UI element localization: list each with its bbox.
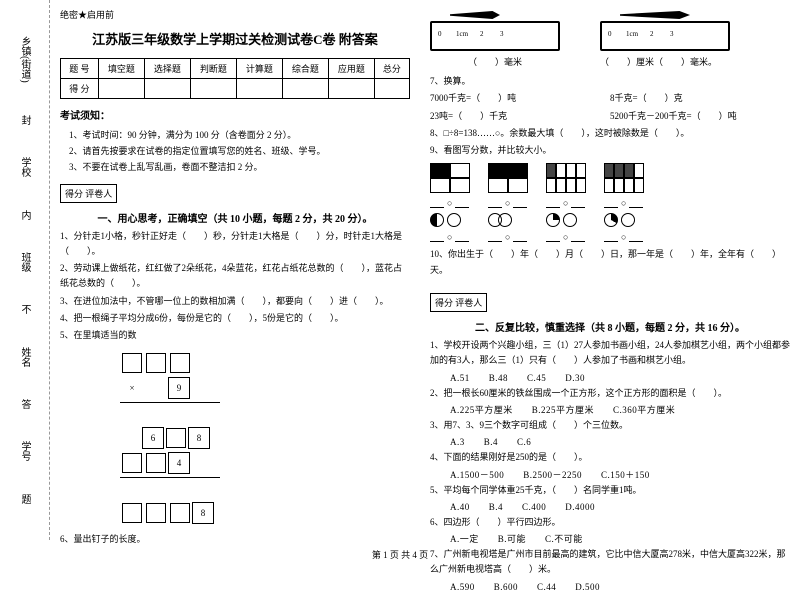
side-no: 不 bbox=[17, 299, 32, 319]
ruler-row: 0 1cm 2 3 （ ）毫米 0 1cm 2 3 （ ）厘米（ ）毫米。 bbox=[430, 8, 790, 68]
th-fill: 填空题 bbox=[98, 59, 144, 79]
section-1-title: 一、用心思考，正确填空（共 10 小题，每题 2 分，共 20 分）。 bbox=[60, 210, 410, 225]
q1-1: 1、分针走1小格，秒针正好走（ ）秒，分针走1大格是（ ）分，时针走1大格是（ … bbox=[60, 229, 410, 260]
circle-shapes bbox=[430, 213, 790, 227]
side-school: 学校 bbox=[17, 152, 32, 182]
th-num: 题 号 bbox=[61, 59, 99, 79]
q2-6-opts: A.一定 B.可能 C.不可能 bbox=[450, 532, 790, 545]
th-choice: 选择题 bbox=[144, 59, 190, 79]
ruler-2-label: （ ）厘米（ ）毫米。 bbox=[600, 55, 730, 68]
eval-box-2: 得分 评卷人 bbox=[430, 293, 487, 312]
q1-3: 3、在进位加法中，不管哪一位上的数相加满（ ），都要向（ ）进（ ）。 bbox=[60, 294, 410, 309]
side-ans: 答 bbox=[17, 394, 32, 414]
ruler-1: 0 1cm 2 3 （ ）毫米 bbox=[430, 8, 560, 68]
q1-7: 7、换算。 bbox=[430, 74, 790, 89]
th-judge: 判断题 bbox=[190, 59, 236, 79]
circ-a bbox=[430, 213, 480, 227]
th-app: 应用题 bbox=[328, 59, 374, 79]
q1-2: 2、劳动课上做纸花，红红做了2朵纸花，4朵蓝花，红花占纸花总数的（ ），蓝花占纸… bbox=[60, 261, 410, 292]
q2-4: 4、下面的结果刚好是250的是（ ）。 bbox=[430, 450, 790, 465]
side-class: 班级 bbox=[17, 247, 32, 277]
notice-block: 1、考试时间：90 分钟，满分为 100 分（含卷面分 2 分）。 2、请首先按… bbox=[60, 127, 410, 176]
circ-c bbox=[546, 213, 596, 227]
q2-2-opts: A.225平方厘米 B.225平方厘米 C.360平方厘米 bbox=[450, 403, 790, 416]
paper-title: 江苏版三年级数学上学期过关检测试卷C卷 附答案 bbox=[60, 29, 410, 48]
shape-3 bbox=[546, 163, 586, 193]
th-comp: 综合题 bbox=[282, 59, 328, 79]
pencil-icon-1 bbox=[450, 11, 500, 19]
compare-row-2: ○ ○ ○ ○ bbox=[430, 232, 790, 242]
binding-column: 乡镇(街道) 封 学校 内 班级 不 姓名 答 学号 题 bbox=[0, 0, 50, 540]
secret-label: 绝密★启用前 bbox=[60, 8, 410, 21]
q2-4-opts: A.1500－500 B.2500－2250 C.150＋150 bbox=[450, 468, 790, 481]
q1-4: 4、把一根绳子平均分成6份，每份是它的（ ），5份是它的（ ）。 bbox=[60, 311, 410, 326]
q2-3-opts: A.3 B.4 C.6 bbox=[450, 435, 790, 448]
q2-6: 6、四边形（ ）平行四边形。 bbox=[430, 515, 790, 530]
notice-2: 2、请首先按要求在试卷的指定位置填写您的姓名、班级、学号。 bbox=[60, 143, 410, 159]
q1-10: 10、你出生于（ ）年（ ）月（ ）日，那一年是（ ）年，全年有（ ）天。 bbox=[430, 247, 790, 278]
th-calc: 计算题 bbox=[236, 59, 282, 79]
shape-4 bbox=[604, 163, 644, 193]
page-footer: 第 1 页 共 4 页 bbox=[0, 548, 800, 561]
score-table: 题 号 填空题 选择题 判断题 计算题 综合题 应用题 总分 得 分 bbox=[60, 58, 410, 99]
q2-5-opts: A.40 B.4 C.400 D.4000 bbox=[450, 500, 790, 513]
notice-heading: 考试须知： bbox=[60, 107, 410, 122]
ruler-1-label: （ ）毫米 bbox=[430, 55, 560, 68]
q2-3: 3、用7、3、9三个数字可组成（ ）个三位数。 bbox=[430, 418, 790, 433]
right-column: 0 1cm 2 3 （ ）毫米 0 1cm 2 3 （ ）厘米（ ）毫米。 7、… bbox=[420, 0, 800, 540]
shape-1 bbox=[430, 163, 470, 193]
side-name: 姓名 bbox=[17, 342, 32, 372]
circ-d bbox=[604, 213, 654, 227]
times-sign: × bbox=[120, 383, 144, 393]
ruler-2: 0 1cm 2 3 （ ）厘米（ ）毫米。 bbox=[600, 8, 730, 68]
side-inner: 内 bbox=[17, 205, 32, 225]
shape-2 bbox=[488, 163, 528, 193]
multiplication-figure: ×9 68 4 8 bbox=[120, 352, 410, 524]
q1-8: 8、□÷8=138……○。余数最大填（ ），这时被除数是（ ）。 bbox=[430, 126, 790, 141]
fraction-shapes bbox=[430, 163, 790, 193]
notice-1: 1、考试时间：90 分钟，满分为 100 分（含卷面分 2 分）。 bbox=[60, 127, 410, 143]
side-id: 学号 bbox=[17, 436, 32, 466]
q2-5: 5、平均每个同学体重25千克，（ ）名同学重1吨。 bbox=[430, 483, 790, 498]
notice-3: 3、不要在试卷上乱写乱画，卷面不整洁扣 2 分。 bbox=[60, 159, 410, 175]
pencil-icon-2 bbox=[620, 11, 690, 19]
tr-score: 得 分 bbox=[61, 79, 99, 99]
eval-box-1: 得分 评卷人 bbox=[60, 184, 117, 203]
side-seal-char: 封 bbox=[17, 110, 32, 130]
left-column: 绝密★启用前 江苏版三年级数学上学期过关检测试卷C卷 附答案 题 号 填空题 选… bbox=[50, 0, 420, 540]
q1-6: 6、量出钉子的长度。 bbox=[60, 532, 410, 547]
section-2-title: 二、反复比较，慎重选择（共 8 小题，每题 2 分，共 16 分）。 bbox=[430, 319, 790, 334]
q2-1-opts: A.51 B.48 C.45 D.30 bbox=[450, 371, 790, 384]
side-township: 乡镇(街道) bbox=[17, 31, 32, 88]
q2-7-opts: A.590 B.600 C.44 D.500 bbox=[450, 580, 790, 593]
side-q: 题 bbox=[17, 489, 32, 509]
q1-9: 9、看图写分数，并比较大小。 bbox=[430, 143, 790, 158]
circ-b bbox=[488, 213, 518, 227]
th-total: 总分 bbox=[374, 59, 409, 79]
q2-1: 1、学校开设两个兴趣小组，三（1）27人参加书画小组，24人参加棋艺小组，两个小… bbox=[430, 338, 790, 369]
compare-row-1: ○ ○ ○ ○ bbox=[430, 198, 790, 208]
q2-2: 2、把一根长60厘米的铁丝围成一个正方形，这个正方形的面积是（ ）。 bbox=[430, 386, 790, 401]
q1-5: 5、在里填适当的数 bbox=[60, 328, 410, 343]
